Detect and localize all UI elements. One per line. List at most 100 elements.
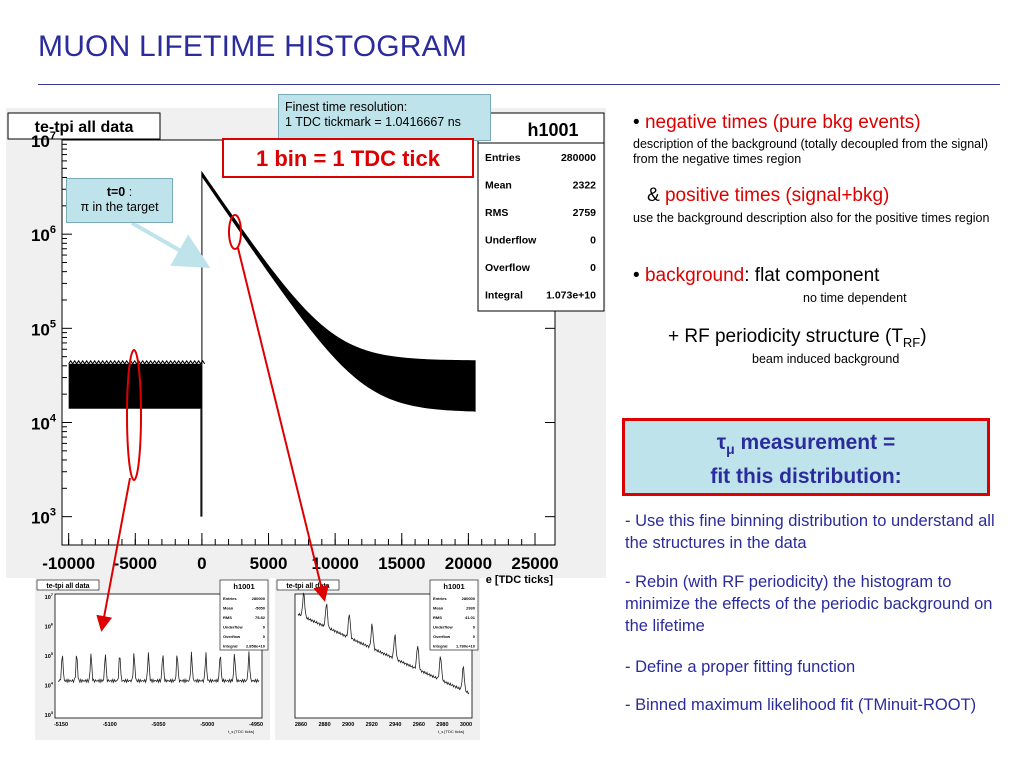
inset-stats-label: Entries xyxy=(433,596,447,601)
rf-close: ) xyxy=(920,326,927,347)
inset-stats-label: Underflow xyxy=(223,625,243,630)
inset-y-tick-label: 104 xyxy=(45,681,54,690)
y-tick-label: 104 xyxy=(31,412,57,433)
inset-chart-2: te-tpi all data h1001 Entries 280000 Mean 293… xyxy=(275,578,480,740)
stats-value: 1.073e+10 xyxy=(546,290,596,302)
inset-stats-value: 0 xyxy=(473,634,476,639)
bullet-rf-periodicity: + RF periodicity structure (TRF) xyxy=(668,326,927,350)
stats-value: 280000 xyxy=(561,152,596,164)
x-tick-label: 15000 xyxy=(378,554,425,573)
inset-stats-value: 0 xyxy=(473,625,476,630)
inset-stats-label: Integral xyxy=(223,644,237,649)
inset-x-tick-label: 2980 xyxy=(436,722,448,728)
highlight-ellipse-negative xyxy=(126,349,142,481)
rf-desc: beam induced background xyxy=(752,352,900,366)
inset-stats-label: Overflow xyxy=(433,634,451,639)
tau-line1-text: measurement = xyxy=(734,431,896,454)
inset-stats-box xyxy=(429,579,479,651)
todo-item-1: - Use this fine binning distribution to … xyxy=(625,512,995,552)
inset-stats-label: Entries xyxy=(223,596,237,601)
inset-stats-value: 1.780e+10 xyxy=(456,644,476,649)
inset-stats-value: 2930 xyxy=(466,606,476,611)
tau-line1: τμ measurement = xyxy=(625,429,987,463)
bullet-background: • background: flat component xyxy=(633,265,879,287)
inset-stats-value: 0 xyxy=(263,634,266,639)
inset-x-tick-label: -5050 xyxy=(151,722,165,728)
inset-y-tick-base: 10 xyxy=(45,654,51,660)
stats-label: Entries xyxy=(485,152,521,164)
inset-x-tick-label: 2880 xyxy=(318,722,330,728)
stats-hist-name: h1001 xyxy=(527,120,578,140)
stats-label: Underflow xyxy=(485,235,537,247)
background-rest: : flat component xyxy=(744,265,880,286)
finest-resolution-note: Finest time resolution: 1 TDC tickmark =… xyxy=(278,94,491,141)
inset-y-tick-label: 103 xyxy=(45,710,54,719)
slide-title: MUON LIFETIME HISTOGRAM xyxy=(38,30,468,63)
y-tick-base: 10 xyxy=(31,132,50,151)
stats-value: 2322 xyxy=(573,180,597,192)
inset-title: te-tpi all data xyxy=(46,583,89,590)
ampersand: & xyxy=(647,185,660,206)
background-band xyxy=(68,363,202,409)
inset-x-tick-label: -5100 xyxy=(103,722,117,728)
inset-stats-label: RMS xyxy=(223,615,232,620)
x-tick-label: -5000 xyxy=(114,554,157,573)
inset-y-tick-exp: 6 xyxy=(51,622,54,627)
x-tick-label: -10000 xyxy=(42,554,95,573)
stats-label: RMS xyxy=(485,207,508,219)
inset-stats-label: RMS xyxy=(433,615,442,620)
arrow-to-inset-positive xyxy=(237,247,329,602)
inset-hist-name: h1001 xyxy=(443,582,464,591)
inset-stats-value: 41.01 xyxy=(465,615,476,620)
finest-line1: Finest time resolution: xyxy=(285,100,408,114)
mu-subscript: μ xyxy=(726,441,735,458)
positive-times-heading: positive times (signal+bkg) xyxy=(664,185,890,206)
inset-stats-value: -5050 xyxy=(255,606,266,611)
negative-times-desc: description of the background (totally d… xyxy=(633,137,989,166)
inset-chart-1: te-tpi all data h1001 Entries 280000 Mean -50… xyxy=(35,578,270,740)
tau-line2: fit this distribution: xyxy=(710,465,902,489)
x-tick-label: 25000 xyxy=(511,554,558,573)
main-title: te-tpi all data xyxy=(35,119,134,136)
stats-box xyxy=(477,112,605,312)
inset-hist-name: h1001 xyxy=(233,582,254,591)
inset-y-tick-exp: 5 xyxy=(51,651,54,656)
main-title-box xyxy=(7,112,161,140)
inset-stats-box xyxy=(219,579,269,651)
x-tick-label: 0 xyxy=(197,554,206,573)
background-desc: no time dependent xyxy=(803,291,907,305)
arrow-t0 xyxy=(131,221,211,268)
t0-label: t=0 xyxy=(106,185,126,199)
rf-text: + RF periodicity structure (T xyxy=(668,326,903,347)
y-tick-base: 10 xyxy=(31,226,50,245)
inset-y-tick-exp: 7 xyxy=(51,592,54,597)
stats-label: Integral xyxy=(485,290,523,302)
inset-trace xyxy=(297,592,470,695)
inset-y-tick-label: 106 xyxy=(45,622,54,631)
y-tick-base: 10 xyxy=(31,414,50,433)
one-bin-label: 1 bin = 1 TDC tick xyxy=(222,138,474,178)
title-rule xyxy=(38,84,1000,85)
t0-line1: t=0 : xyxy=(67,185,172,200)
stats-label: Mean xyxy=(485,180,512,192)
t0-colon: : xyxy=(125,185,133,199)
inset-stats-value: 0 xyxy=(263,625,266,630)
x-tick-label: 20000 xyxy=(445,554,492,573)
inset-y-tick-base: 10 xyxy=(45,713,51,719)
inset-y-tick-base: 10 xyxy=(45,625,51,631)
y-tick-label: 103 xyxy=(31,507,56,528)
inset-x-tick-label: 2860 xyxy=(295,722,307,728)
y-tick-base: 10 xyxy=(31,320,50,339)
inset-stats-value: 280000 xyxy=(462,596,476,601)
stats-value: 2759 xyxy=(573,207,597,219)
y-tick-label: 106 xyxy=(31,224,56,245)
inset-x-axis-label: t_s [TDC ticks] xyxy=(438,729,464,734)
bullet-negative-times: • negative times (pure bkg events) xyxy=(633,112,921,134)
inset-y-tick-exp: 4 xyxy=(51,681,54,686)
inset-y-tick-base: 10 xyxy=(45,684,51,690)
arrow-to-inset-negative xyxy=(96,477,131,632)
inset-y-tick-exp: 3 xyxy=(51,710,54,715)
y-tick-exp: 3 xyxy=(50,507,56,519)
y-tick-exp: 4 xyxy=(50,412,57,424)
